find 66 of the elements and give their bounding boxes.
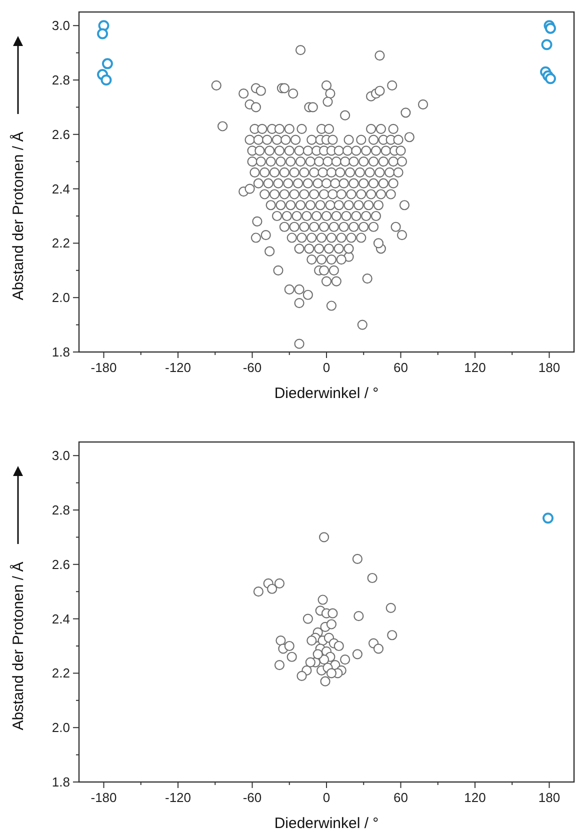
point <box>267 584 278 594</box>
x-tick-label: 0 <box>322 790 330 805</box>
x-axis-title: Diederwinkel / ° <box>274 815 379 832</box>
x-tick-label: -180 <box>90 790 117 805</box>
y-tick-label: 1.8 <box>52 344 70 360</box>
x-tick-label: 60 <box>394 790 408 805</box>
y-tick-label: 2.0 <box>52 290 70 306</box>
point <box>296 670 307 681</box>
y-tick-label: 2.6 <box>52 556 70 572</box>
point <box>97 28 108 40</box>
point <box>274 578 285 588</box>
y-tick-label: 2.6 <box>52 126 70 142</box>
point <box>373 644 384 654</box>
y-tick-label: 2.2 <box>52 666 70 681</box>
point <box>352 554 362 564</box>
x-tick-label: 120 <box>464 790 486 805</box>
point <box>286 652 297 662</box>
point <box>334 640 344 652</box>
point <box>326 668 336 678</box>
x-tick-label: -60 <box>242 790 262 805</box>
point <box>318 532 330 542</box>
point <box>386 602 396 613</box>
point <box>312 649 323 660</box>
point <box>352 649 362 660</box>
x-tick-label: -60 <box>242 360 262 375</box>
point <box>387 630 398 640</box>
point <box>253 586 264 597</box>
point <box>305 657 316 668</box>
point <box>306 636 317 646</box>
y-tick-label: 2.0 <box>52 720 70 736</box>
point <box>276 636 286 646</box>
y-tick-label: 2.8 <box>52 72 70 88</box>
point <box>318 594 328 605</box>
point <box>544 73 556 84</box>
y-tick-label: 3.0 <box>52 18 70 34</box>
point <box>340 654 350 665</box>
point <box>274 660 285 670</box>
y-tick-label: 2.2 <box>52 236 70 251</box>
x-tick-label: -120 <box>164 790 192 805</box>
point <box>354 611 364 622</box>
point <box>326 619 336 630</box>
x-tick-label: -120 <box>164 360 192 375</box>
point <box>542 512 554 524</box>
point <box>102 58 113 70</box>
y-tick-label: 1.8 <box>52 774 70 790</box>
x-tick-label: 120 <box>464 360 486 375</box>
x-axis-title: Diederwinkel / ° <box>274 385 379 402</box>
y-tick-label: 2.4 <box>52 611 70 626</box>
point <box>320 676 330 686</box>
x-tick-label: 60 <box>394 360 408 375</box>
point <box>544 22 556 34</box>
point <box>328 608 338 618</box>
point <box>302 614 313 624</box>
point <box>100 74 112 86</box>
x-tick-label: 180 <box>538 360 560 375</box>
point <box>284 640 294 652</box>
point <box>367 572 378 584</box>
y-tick-label: 2.4 <box>52 181 70 196</box>
x-tick-label: 180 <box>538 790 560 805</box>
y-tick-label: 3.0 <box>52 448 70 464</box>
x-tick-label: 0 <box>322 360 330 375</box>
point <box>541 39 552 50</box>
x-tick-label: -180 <box>90 360 117 375</box>
y-tick-label: 2.8 <box>52 502 70 518</box>
y-axis-title: Abstand der Protonen / Å <box>9 562 27 730</box>
y-axis-title: Abstand der Protonen / Å <box>9 132 27 300</box>
